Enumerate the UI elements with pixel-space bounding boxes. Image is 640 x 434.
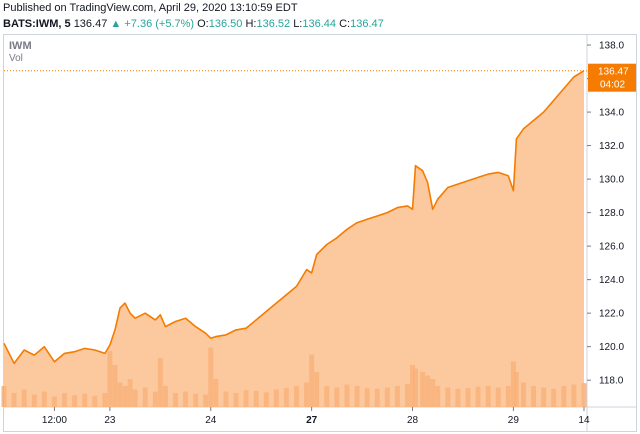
last-price-label: 136.47	[598, 67, 629, 78]
x-tick-label-2: 24	[205, 415, 217, 426]
y-tick-label-0: 118.0	[599, 376, 624, 387]
x-tick-label-3: 27	[306, 415, 318, 426]
x-tick-label-4: 28	[407, 415, 419, 426]
price-line	[3, 70, 585, 365]
countdown-label: 04:02	[600, 80, 625, 91]
x-tick-label-1: 23	[104, 415, 116, 426]
change-value: ▲ +7.36 (+5.7%)	[110, 18, 195, 30]
open-value: 136.50	[208, 18, 243, 30]
y-tick-label-5: 128.0	[599, 208, 624, 219]
symbol-ohlc-bar: BATS:IWM, 5 136.47 ▲ +7.36 (+5.7%) O:136…	[3, 18, 384, 30]
x-tick-label-0: 12:00	[42, 415, 67, 426]
open-label: O:	[197, 18, 209, 30]
close-value: 136.47	[350, 18, 384, 30]
y-tick-label-2: 122.0	[599, 309, 624, 320]
x-tick-label-5: 29	[508, 415, 520, 426]
y-tick-label-1: 120.0	[599, 342, 624, 353]
chart-frame[interactable]	[3, 34, 637, 432]
y-tick-label-7: 132.0	[599, 141, 624, 152]
legend-volume: Vol	[9, 53, 23, 64]
high-value: 136.52	[256, 18, 291, 30]
y-tick-label-3: 124.0	[599, 275, 624, 286]
published-caption: Published on TradingView.com, April 29, …	[3, 2, 298, 14]
legend-symbol: IWM	[9, 40, 32, 52]
y-tick-label-6: 130.0	[599, 175, 624, 186]
low-label: L:	[293, 18, 303, 30]
price-area-fill	[4, 70, 584, 407]
y-tick-label-4: 126.0	[599, 242, 624, 253]
last-price-label-box	[588, 63, 636, 92]
low-value: 136.44	[302, 18, 337, 30]
y-tick-label-10: 138.0	[599, 41, 624, 52]
y-tick-label-8: 134.0	[599, 108, 624, 119]
x-tick-label-6: 14	[578, 415, 590, 426]
symbol-label: BATS:IWM, 5	[3, 18, 71, 30]
close-label: C:	[339, 18, 351, 30]
high-label: H:	[245, 18, 257, 30]
last-price: 136.47	[73, 18, 108, 30]
